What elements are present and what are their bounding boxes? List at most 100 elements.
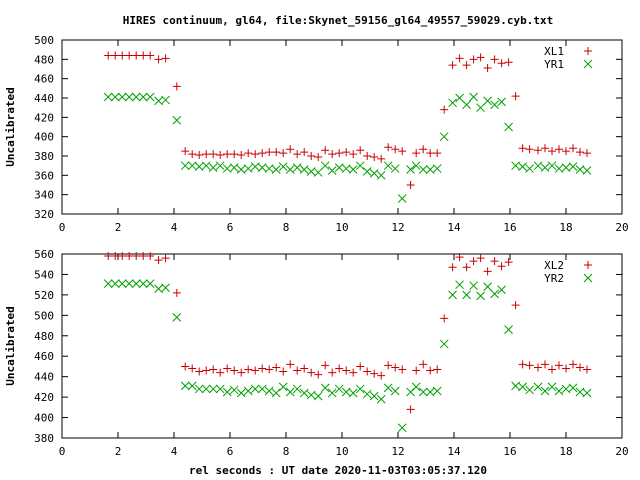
data-point (348, 165, 358, 174)
data-point (476, 103, 485, 113)
data-point (279, 367, 288, 376)
data-point (237, 368, 246, 377)
data-point (547, 161, 557, 171)
data-point (154, 55, 163, 64)
data-point (383, 161, 393, 171)
data-point (124, 92, 134, 102)
data-point (462, 290, 471, 300)
data-point (377, 371, 386, 380)
data-point (117, 279, 127, 288)
data-point (504, 58, 513, 67)
x-tick-label: 4 (171, 221, 178, 234)
data-point (195, 367, 204, 376)
data-point (209, 150, 218, 159)
data-point (272, 363, 281, 372)
data-point (208, 384, 218, 394)
y-tick-label: 500 (34, 309, 54, 322)
data-point (568, 162, 578, 171)
data-point (534, 363, 542, 372)
data-point (216, 151, 225, 160)
legend-marker (583, 273, 593, 283)
x-tick-label: 6 (227, 221, 234, 234)
data-point (525, 385, 534, 395)
data-point (124, 279, 134, 288)
data-point (390, 386, 400, 396)
data-point (278, 382, 288, 392)
data-point (439, 132, 449, 142)
data-point (195, 151, 204, 160)
data-point (376, 394, 386, 404)
data-point (582, 388, 592, 398)
x-axis-label: rel seconds : UT date 2020-11-03T03:05:3… (189, 464, 487, 477)
legend-marker (584, 47, 592, 55)
data-point (286, 145, 295, 154)
x-tick-label: 6 (227, 445, 234, 458)
x-tick-label: 20 (615, 221, 628, 234)
x-tick-label: 12 (391, 445, 404, 458)
data-point (363, 367, 372, 376)
data-point (369, 391, 379, 401)
data-point (264, 386, 274, 396)
data-point (469, 55, 478, 64)
data-point (279, 149, 288, 158)
data-point (328, 368, 337, 377)
data-point (348, 388, 358, 398)
legend-marker (584, 261, 592, 269)
data-point (230, 366, 239, 375)
y-tick-label: 400 (34, 412, 54, 425)
data-point (541, 360, 549, 369)
x-tick-label: 16 (503, 445, 516, 458)
data-point (469, 281, 478, 291)
x-tick-label: 10 (335, 221, 348, 234)
data-point (418, 165, 428, 174)
data-point (117, 92, 127, 102)
data-point (483, 267, 492, 276)
data-point (411, 161, 421, 171)
data-point (433, 365, 442, 374)
data-point (321, 361, 330, 370)
data-point (355, 161, 365, 171)
data-point (307, 368, 316, 377)
data-point (398, 147, 407, 156)
data-point (548, 147, 556, 156)
data-point (432, 164, 442, 173)
data-point (355, 384, 365, 394)
data-point (533, 161, 543, 171)
data-point (202, 366, 211, 375)
data-point (518, 162, 527, 171)
data-point (583, 149, 591, 158)
data-point (583, 365, 591, 374)
data-point (306, 390, 316, 400)
data-point (497, 262, 506, 271)
data-point (299, 388, 309, 398)
data-point (384, 361, 393, 370)
data-point (292, 163, 302, 172)
data-point (391, 145, 400, 154)
y-axis-label: Uncalibrated (4, 306, 17, 385)
y-tick-label: 520 (34, 289, 54, 302)
data-point (569, 360, 577, 369)
series-yr2 (103, 279, 592, 433)
y-tick-label: 420 (34, 111, 54, 124)
data-point (222, 387, 232, 397)
data-point (132, 51, 141, 60)
data-point (250, 384, 260, 394)
y-axis-label: Uncalibrated (4, 87, 17, 166)
data-point (534, 146, 542, 155)
y-tick-label: 460 (34, 350, 54, 363)
data-point (383, 383, 393, 393)
data-point (300, 364, 309, 373)
data-point (555, 361, 563, 370)
x-tick-label: 14 (447, 445, 461, 458)
data-point (540, 386, 550, 396)
legend-label: YR2 (544, 272, 564, 285)
data-point (244, 365, 253, 374)
data-point (110, 92, 120, 102)
data-point (576, 363, 584, 372)
y-tick-label: 480 (34, 53, 54, 66)
data-point (540, 163, 550, 172)
data-point (406, 165, 415, 174)
data-point (455, 54, 464, 63)
data-point (110, 279, 120, 288)
